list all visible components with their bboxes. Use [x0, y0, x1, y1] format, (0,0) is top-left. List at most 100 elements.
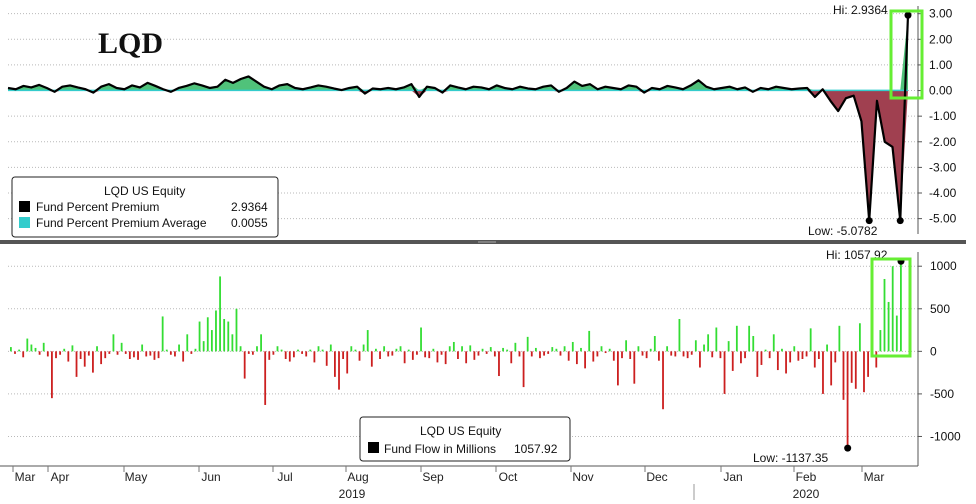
premium-tick-label: 0.00	[929, 84, 953, 98]
flow-bar-inflow	[375, 348, 377, 352]
flow-bar-outflow	[850, 351, 853, 383]
premium-tick-label: 2.00	[929, 32, 953, 46]
flow-bar-inflow	[42, 342, 45, 352]
chart-title: LQD	[98, 27, 163, 60]
flow-bar-inflow	[309, 349, 312, 352]
flow-bar-inflow	[165, 349, 168, 352]
premium-legend: LQD US Equity Fund Percent Premium 2.936…	[11, 176, 279, 238]
flow-bar-inflow	[887, 301, 890, 352]
flow-bar-inflow	[461, 346, 463, 352]
flow-bar-outflow	[145, 351, 148, 357]
premium-hi-dot	[904, 11, 912, 19]
flow-bar-outflow	[612, 351, 615, 361]
premium-legend-title: LQD US Equity	[104, 184, 185, 198]
flow-bar-outflow	[518, 351, 521, 357]
flow-bar-inflow	[420, 327, 422, 352]
annotation-marks	[844, 9, 924, 452]
flow-bar-inflow	[703, 344, 705, 352]
flow-bar-outflow	[174, 351, 176, 357]
x-axis: Mar Apr May Jun Jul Aug Sep Oct Nov Dec Jan Feb Mar 2…	[0, 465, 918, 501]
premium-area	[7, 15, 910, 222]
flow-bar-inflow	[826, 344, 828, 352]
flow-bar-outflow	[153, 351, 156, 360]
flow-bar-outflow	[391, 351, 394, 356]
flow-bar-outflow	[530, 351, 533, 357]
flow-bar-outflow	[67, 351, 70, 362]
flow-bar-inflow	[354, 349, 357, 352]
flow-bar-outflow	[768, 351, 771, 359]
flow-bar-outflow	[834, 351, 837, 363]
flow-bar-inflow	[793, 346, 796, 352]
flow-bar-inflow	[858, 323, 861, 352]
flow-bar-inflow	[649, 348, 652, 352]
flow-bar-outflow	[863, 351, 865, 393]
flow-bar-inflow	[362, 344, 365, 352]
flow-bar-inflow	[399, 346, 402, 352]
flow-bar-outflow	[424, 351, 427, 358]
premium-series-value: 2.9364	[231, 200, 268, 214]
premium-tick-label: -5.00	[929, 212, 957, 226]
flow-bar-inflow	[694, 340, 697, 352]
flow-bar-outflow	[682, 351, 685, 357]
flow-bar-outflow	[264, 351, 267, 405]
flow-bar-outflow	[325, 351, 328, 366]
flow-bar-outflow	[760, 351, 763, 365]
flow-bar-outflow	[137, 351, 139, 360]
flow-bar-outflow	[169, 351, 172, 355]
flow-bar-inflow	[735, 325, 738, 352]
flow-bar-inflow	[678, 318, 681, 352]
flow-bar-outflow	[617, 351, 619, 386]
flow-bar-inflow	[161, 316, 164, 352]
flow-bar-inflow	[637, 346, 640, 352]
x-month-label: Aug	[347, 470, 368, 484]
flow-bar-inflow	[772, 334, 775, 352]
premium-tick-label: -3.00	[929, 160, 957, 174]
x-month-label: Jun	[201, 470, 220, 484]
flow-bar-inflow	[452, 341, 455, 352]
flow-bar-outflow	[83, 351, 86, 367]
flow-bar-inflow	[608, 348, 611, 352]
flow-bar-outflow	[846, 351, 849, 449]
flow-bar-inflow	[321, 349, 324, 352]
flow-bar-outflow	[822, 351, 824, 394]
flow-bar-outflow	[128, 351, 131, 359]
flow-bar-outflow	[403, 351, 406, 364]
flow-bar-outflow	[731, 351, 734, 371]
flow-bar-outflow	[465, 351, 468, 364]
flow-bar-outflow	[75, 351, 78, 377]
flow-bar-outflow	[801, 351, 804, 359]
flow-series-name: Fund Flow in Millions	[384, 442, 496, 456]
flow-bar-outflow	[776, 351, 779, 371]
flow-bar-outflow	[842, 351, 845, 400]
flow-y-axis: 1000 500 0 -500 -1000	[917, 252, 961, 466]
flow-bar-outflow	[124, 351, 127, 354]
flow-bar-outflow	[744, 351, 746, 359]
flow-bar-inflow	[752, 336, 755, 352]
flow-bar-inflow	[297, 349, 299, 352]
premium-tick-label: 3.00	[929, 7, 953, 21]
flow-bar-inflow	[10, 347, 12, 352]
flow-bar-outflow	[190, 351, 193, 354]
flow-bar-outflow	[805, 351, 808, 357]
flow-bar-outflow	[301, 351, 303, 354]
flow-bar-outflow	[473, 351, 476, 360]
flow-bar-inflow	[653, 336, 656, 352]
flow-bar-inflow	[260, 334, 262, 352]
flow-bar-inflow	[231, 334, 234, 352]
flow-bar-outflow	[621, 351, 623, 359]
flow-bar-inflow	[555, 348, 558, 352]
flow-bar-outflow	[133, 351, 135, 358]
flow-bar-inflow	[551, 347, 554, 352]
flow-bar-outflow	[740, 351, 742, 364]
flow-bar-outflow	[629, 351, 632, 359]
flow-bar-inflow	[329, 344, 332, 352]
flow-bar-inflow	[30, 344, 33, 352]
flow-bar-outflow	[711, 351, 714, 358]
flow-bar-outflow	[444, 351, 447, 365]
flow-bar-inflow	[256, 346, 258, 352]
flow-bar-inflow	[748, 325, 751, 352]
flow-bar-inflow	[448, 346, 451, 352]
flow-bar-inflow	[481, 348, 484, 352]
flow-bar-outflow	[79, 351, 82, 359]
